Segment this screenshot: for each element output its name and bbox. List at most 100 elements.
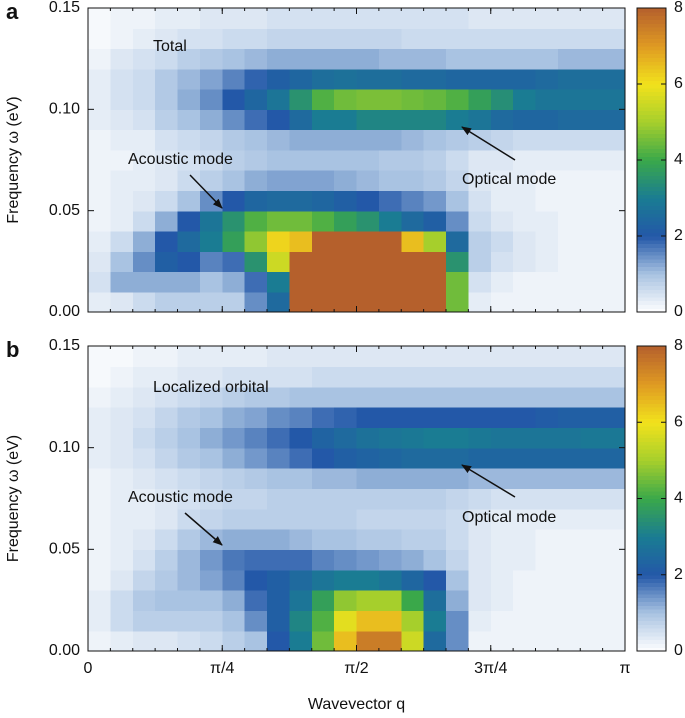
- heatmap-cell: [401, 366, 425, 388]
- heatmap-cell: [267, 468, 290, 489]
- colorbar-segment: [637, 236, 666, 241]
- colorbar-segment: [637, 65, 666, 70]
- heatmap-cell: [155, 251, 179, 273]
- colorbar-segment: [637, 49, 666, 55]
- heatmap-cell: [222, 508, 246, 530]
- heatmap-cell: [490, 366, 514, 388]
- heatmap-cell: [110, 346, 134, 367]
- heatmap-cell: [580, 129, 604, 151]
- heatmap-cell: [222, 230, 246, 252]
- heatmap-cell: [132, 48, 156, 70]
- heatmap-cell: [88, 508, 111, 530]
- heatmap-cell: [468, 488, 492, 510]
- heatmap-cell: [334, 630, 358, 652]
- heatmap-cell: [289, 291, 313, 313]
- heatmap-cell: [88, 8, 111, 29]
- heatmap-cell: [557, 190, 581, 212]
- colorbar-segment: [637, 506, 666, 511]
- heatmap-cell: [177, 590, 201, 611]
- heatmap-cell: [199, 230, 223, 252]
- heatmap-cell: [88, 129, 111, 151]
- colorbar-tick-label: 6: [674, 413, 683, 430]
- heatmap-cell: [222, 468, 246, 489]
- heatmap-cell: [199, 407, 223, 428]
- heatmap-cell: [110, 569, 134, 591]
- heatmap-cell: [311, 251, 335, 273]
- heatmap-cell: [490, 529, 514, 550]
- heatmap-cell: [222, 68, 246, 90]
- heatmap-cell: [222, 271, 246, 293]
- colorbar-segment: [637, 186, 666, 191]
- heatmap-cell: [334, 251, 358, 273]
- heatmap-cell: [132, 427, 156, 449]
- heatmap-cell: [490, 230, 514, 252]
- colorbar-tick-label: 4: [674, 490, 683, 507]
- heatmap-cell: [602, 549, 626, 571]
- heatmap-cell: [267, 48, 290, 70]
- heatmap-cell: [267, 346, 290, 367]
- heatmap-cell: [423, 488, 447, 510]
- heatmap-cell: [177, 529, 201, 550]
- heatmap-cell: [88, 28, 111, 50]
- heatmap-cell: [311, 508, 335, 530]
- heatmap-cell: [334, 366, 358, 388]
- heatmap-cell: [88, 630, 111, 652]
- colorbar-segment: [637, 224, 666, 229]
- colorbar-segment: [637, 464, 666, 469]
- heatmap-cell: [267, 386, 290, 408]
- heatmap-cell: [490, 48, 514, 70]
- colorbar-segment: [637, 590, 666, 595]
- colorbar-segment: [637, 293, 666, 298]
- heatmap-cell: [88, 48, 111, 70]
- heatmap-cell: [423, 230, 447, 252]
- heatmap-cell: [88, 149, 111, 171]
- heatmap-cell: [446, 68, 469, 90]
- heatmap-cell: [401, 549, 425, 571]
- heatmap-cell: [446, 230, 469, 252]
- heatmap-cell: [334, 488, 358, 510]
- heatmap-cell: [401, 529, 425, 550]
- heatmap-cell: [356, 508, 380, 530]
- heatmap-cell: [267, 149, 290, 171]
- heatmap-cell: [132, 468, 156, 489]
- colorbar-segment: [637, 217, 666, 222]
- heatmap-cell: [557, 271, 581, 293]
- colorbar-segment: [637, 148, 666, 153]
- colorbar-segment: [637, 144, 666, 150]
- y-axis-label: Frequency ω (eV): [5, 435, 22, 562]
- heatmap-cell: [311, 48, 335, 70]
- heatmap-cell: [132, 170, 156, 191]
- colorbar-segment: [637, 125, 666, 131]
- heatmap-cell: [602, 48, 626, 70]
- heatmap-cell: [580, 210, 604, 232]
- colorbar-segment: [637, 548, 666, 553]
- heatmap-cell: [177, 170, 201, 191]
- heatmap-cell: [423, 48, 447, 70]
- heatmap-cell: [490, 468, 514, 489]
- heatmap-cell: [490, 68, 514, 90]
- heatmap-cell: [155, 407, 179, 428]
- heatmap-cell: [490, 149, 514, 171]
- colorbar-segment: [637, 365, 666, 370]
- heatmap-cell: [535, 590, 559, 611]
- heatmap-cell: [222, 8, 246, 29]
- heatmap-cell: [110, 590, 134, 611]
- heatmap-cell: [602, 271, 626, 293]
- heatmap-cell: [557, 488, 581, 510]
- heatmap-cell: [244, 529, 268, 550]
- heatmap-cell: [289, 427, 313, 449]
- heatmap-cell: [468, 149, 492, 171]
- heatmap-cell: [401, 230, 425, 252]
- heatmap-cell: [378, 109, 402, 131]
- heatmap-cell: [88, 89, 111, 110]
- heatmap-cell: [378, 366, 402, 388]
- heatmap-cell: [446, 630, 469, 652]
- heatmap-cell: [378, 569, 402, 591]
- heatmap-cell: [244, 590, 268, 611]
- heatmap-cell: [88, 590, 111, 611]
- heatmap-cell: [378, 251, 402, 273]
- heatmap-cell: [132, 488, 156, 510]
- colorbar-segment: [637, 194, 666, 199]
- heatmap-cell: [289, 549, 313, 571]
- colorbar-segment: [637, 605, 666, 610]
